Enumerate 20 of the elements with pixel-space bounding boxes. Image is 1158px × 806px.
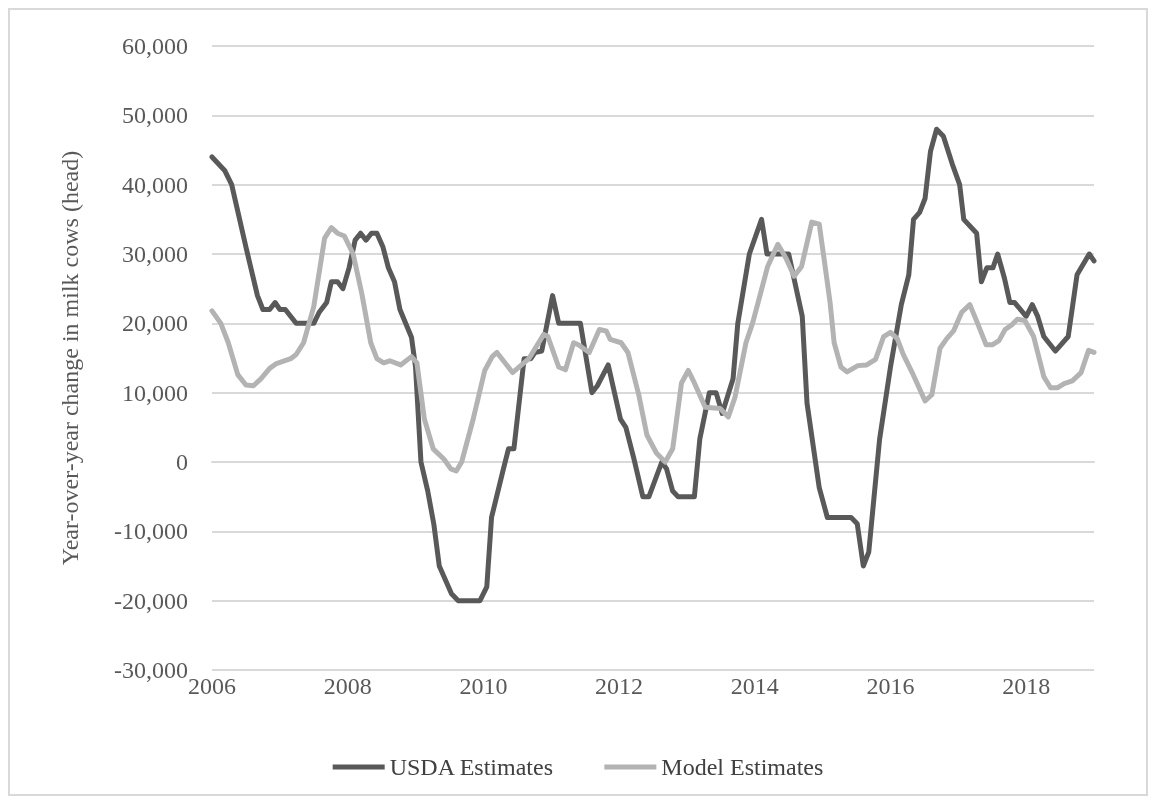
y-tick-label: 0 (176, 449, 188, 475)
x-tick-label: 2018 (1002, 673, 1051, 699)
y-tick-label: 50,000 (122, 102, 188, 129)
legend-label: Model Estimates (661, 754, 824, 780)
legend-label: USDA Estimates (389, 754, 554, 780)
y-tick-label: 20,000 (122, 310, 188, 337)
x-tick-label: 2006 (188, 673, 236, 699)
y-tick-label: -30,000 (114, 657, 188, 683)
y-tick-label: 60,000 (122, 33, 188, 59)
y-axis-title: Year-over-year change in milk cows (head) (57, 150, 83, 566)
y-tick-label: -20,000 (114, 587, 188, 614)
y-tick-label: 40,000 (122, 171, 188, 198)
y-tick-label: -10,000 (114, 518, 188, 545)
x-tick-label: 2016 (866, 673, 915, 699)
y-tick-label: 10,000 (122, 379, 188, 406)
y-tick-label: 30,000 (122, 241, 188, 267)
x-tick-label: 2008 (323, 673, 372, 699)
x-tick-label: 2012 (595, 673, 644, 699)
x-tick-label: 2014 (730, 673, 779, 699)
x-tick-label: 2010 (459, 673, 508, 699)
